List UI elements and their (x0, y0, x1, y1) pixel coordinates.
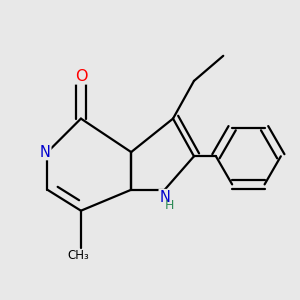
Text: H: H (165, 199, 175, 212)
Text: N: N (40, 145, 51, 160)
Text: CH₃: CH₃ (67, 249, 89, 262)
Text: N: N (159, 190, 170, 205)
Text: O: O (75, 69, 87, 84)
